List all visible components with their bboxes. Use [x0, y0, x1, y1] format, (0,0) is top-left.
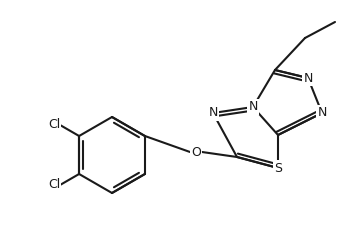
Text: N: N: [303, 72, 313, 85]
Text: N: N: [248, 100, 258, 114]
Text: N: N: [317, 107, 327, 120]
Text: N: N: [208, 107, 218, 120]
Text: Cl: Cl: [48, 179, 60, 192]
Text: S: S: [274, 161, 282, 174]
Text: Cl: Cl: [48, 119, 60, 132]
Text: O: O: [191, 146, 201, 159]
